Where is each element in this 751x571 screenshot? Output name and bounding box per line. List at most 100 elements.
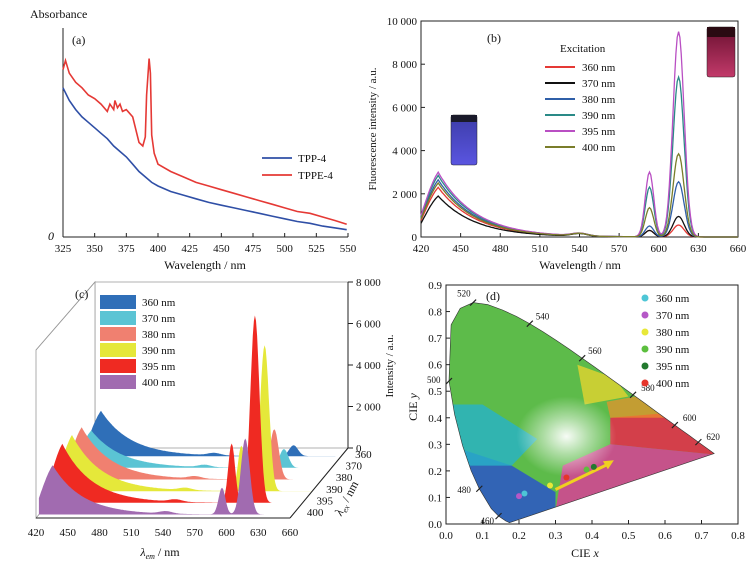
panel-d-xtick-label: 0.8 (731, 530, 745, 542)
panel-d-ytick-label: 0.4 (428, 413, 442, 425)
panel-c-xlabel: λem / nm (139, 545, 180, 561)
panel-d-legend-label: 370 nm (656, 310, 690, 322)
panel-b-legend-label: 400 nm (582, 142, 616, 154)
panel-c-legend-swatch (100, 375, 136, 389)
panel-c-ytick-label: 6 000 (356, 319, 381, 331)
panel-d-ytick-label: 0.9 (428, 280, 442, 292)
panel-a-xlabel: Wavelength / nm (164, 258, 246, 272)
cie-point-395-nm (590, 463, 597, 470)
panel-b-xtick-label: 420 (413, 243, 430, 255)
cie-wavelength-tick (629, 391, 637, 399)
panel-c-ztick-label: 395 (317, 496, 334, 508)
cie-wavelength-label: 560 (588, 346, 602, 356)
panel-a-series-tppe-4 (62, 57, 347, 226)
panel-d-xtick-label: 0.3 (549, 530, 563, 542)
panel-c-ytick-label: 2 000 (356, 402, 381, 414)
cie-shift-arrow (554, 460, 614, 491)
panel-d-ytick-label: 0.2 (428, 466, 442, 478)
cie-point-400-nm (563, 474, 570, 481)
panel-c-3d-spectra: (c) Intensity / a.u. λem / nm λex / nm 4… (28, 277, 396, 561)
panel-d-legend-marker (641, 294, 649, 302)
cie-wavelength-label: 540 (536, 312, 550, 322)
panel-d-legend-label: 390 nm (656, 344, 690, 356)
panel-a-xtick-label: 550 (340, 243, 357, 255)
panel-a-xtick-label: 500 (276, 243, 293, 255)
cie-wavelength-tick (475, 485, 483, 493)
panel-c-legend-swatch (100, 295, 136, 309)
panel-c-ztick-label: 390 (326, 484, 343, 496)
cie-point-390-nm (583, 466, 590, 473)
panel-c-legend-swatch (100, 311, 136, 325)
panel-d-ytick-label: 0.3 (428, 439, 442, 451)
panel-d-ytick-label: 0.1 (428, 492, 442, 504)
panel-c-xtick-label: 630 (250, 527, 267, 539)
cie-wavelength-label: 480 (457, 485, 471, 495)
cie-wavelength-tick (445, 377, 453, 385)
panel-b-ytick-label: 6 000 (392, 102, 417, 114)
panel-b-xlabel: Wavelength / nm (539, 258, 621, 272)
panel-d-legend-marker (641, 311, 649, 319)
panel-d-xtick-label: 0.0 (439, 530, 453, 542)
cie-point-380-nm (547, 482, 554, 489)
panel-c-xtick-label: 660 (282, 527, 299, 539)
vial-pink-photo (706, 26, 736, 78)
panel-b-legend-label: 395 nm (582, 126, 616, 138)
panel-d-ytick-label: 0.8 (428, 307, 442, 319)
panel-b-ytick-label: 4 000 (392, 146, 417, 158)
panel-b-legend-label: 380 nm (582, 94, 616, 106)
panel-d-xtick-label: 0.6 (658, 530, 672, 542)
panel-b-ytick-label: 2 000 (392, 189, 417, 201)
panel-a-xtick-label: 525 (308, 243, 325, 255)
panel-b-xtick-label: 630 (690, 243, 707, 255)
arrow-shaft (554, 462, 609, 491)
panel-c-legend-label: 395 nm (142, 361, 176, 373)
panel-a-series-tpp-4 (62, 87, 347, 231)
panel-c-xtick-label: 600 (218, 527, 235, 539)
panel-b-legend-label: 390 nm (582, 110, 616, 122)
panel-d-legend-label: 400 nm (656, 378, 690, 390)
panel-c-ytick-label: 8 000 (356, 277, 381, 289)
panel-b-label: (b) (487, 31, 501, 45)
cie-wavelength-tick (469, 299, 477, 307)
panel-a-legend: TPP-4 TPPE-4 (262, 153, 333, 182)
panel-b-xtick-label: 600 (651, 243, 668, 255)
panel-c-ztick-label: 380 (336, 472, 353, 484)
cie-wavelength-tick (694, 438, 702, 446)
panel-c-legend-label: 370 nm (142, 313, 176, 325)
panel-c-ytick-label: 0 (356, 443, 362, 455)
panel-d-cie: (d) CIE x CIE y 0.0 0.1 0.2 0.3 0.4 0.5 0.6 0.7… (406, 280, 745, 560)
cie-wavelength-tick (671, 421, 679, 429)
panel-d-legend-label: 380 nm (656, 327, 690, 339)
panel-a-legend-label: TPP-4 (298, 153, 327, 165)
vial-blue-photo (450, 114, 478, 166)
panel-b-series-400-nm (420, 152, 738, 238)
cie-gamut (449, 302, 715, 523)
panel-b-xtick-label: 450 (452, 243, 469, 255)
panel-b-xtick-label: 660 (730, 243, 747, 255)
panel-d-xtick-label: 0.5 (622, 530, 636, 542)
cie-wavelength-label: 520 (457, 289, 471, 299)
panel-b-xtick-label: 540 (571, 243, 588, 255)
panel-c-xtick-label: 480 (91, 527, 108, 539)
panel-b-ytick-label: 10 000 (387, 16, 418, 28)
panel-b-legend-label: 370 nm (582, 78, 616, 90)
cie-wavelength-tick (526, 320, 534, 328)
panel-a-xtick-label: 400 (150, 243, 167, 255)
panel-c-legend-label: 360 nm (142, 297, 176, 309)
panel-d-ytick-label: 0.7 (428, 333, 442, 345)
panel-b-legend-label: 360 nm (582, 62, 616, 74)
panel-a-xtick-label: 425 (181, 243, 198, 255)
panel-d-legend-marker (641, 362, 649, 370)
panel-c-legend-swatch (100, 327, 136, 341)
panel-c-legend-swatch (100, 343, 136, 357)
panel-a-xtick-label: 350 (86, 243, 103, 255)
panel-c-legend-swatch (100, 359, 136, 373)
panel-b-fluorescence: (b) Wavelength / nm Fluorescence intensi… (367, 16, 747, 272)
panel-a-xtick-label: 325 (55, 243, 72, 255)
panel-c-ztick-label: 360 (355, 449, 372, 461)
cie-wavelength-label: 500 (427, 375, 441, 385)
panel-d-ylabel: CIE y (406, 392, 420, 420)
panel-a-absorbance: (a) Absorbance 0 Wavelength / nm 325 350 3… (30, 7, 357, 272)
arrow-head (602, 460, 614, 470)
panel-c-slice-395-nm (48, 315, 303, 503)
